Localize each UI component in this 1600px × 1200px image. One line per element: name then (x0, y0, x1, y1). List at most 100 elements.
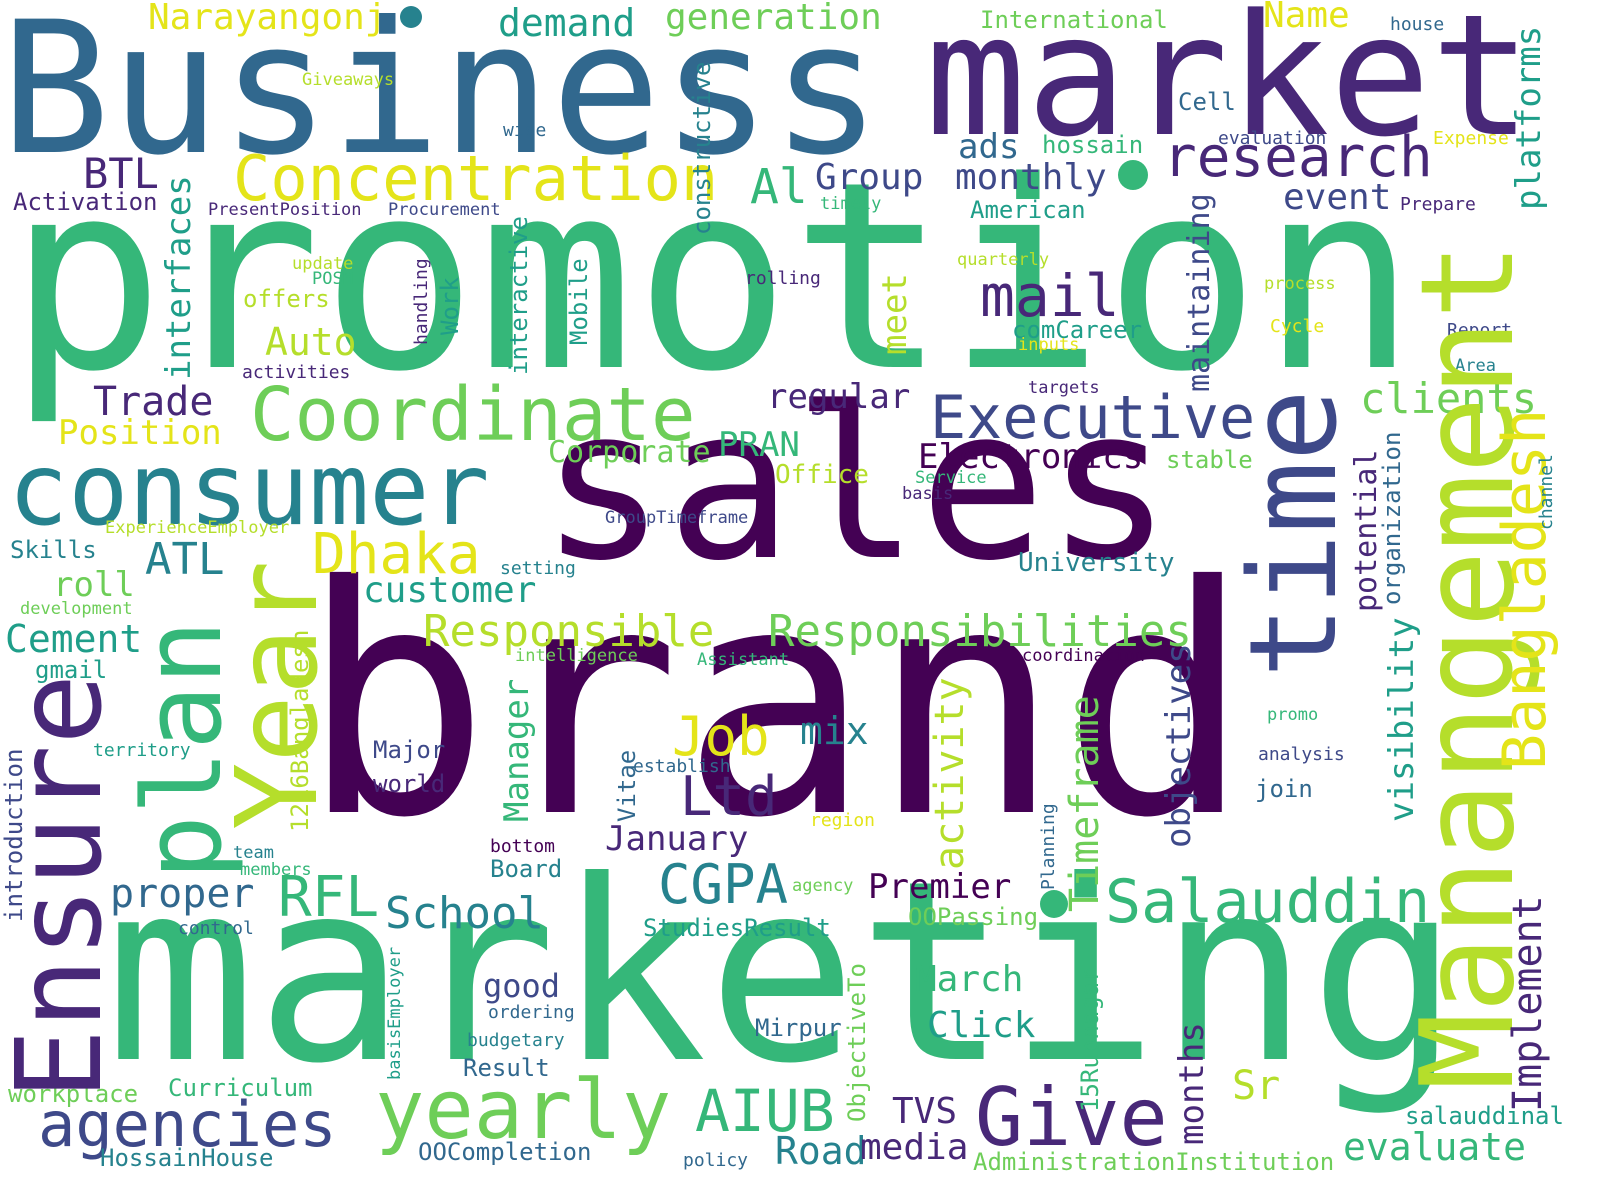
word-experienceemployer: ExperienceEmployer (105, 518, 290, 538)
word-marketing: marketing (105, 827, 1460, 1118)
word-sr: Sr (1232, 1063, 1281, 1109)
word-oocompletion: OOCompletion (418, 1138, 592, 1166)
word-rolling: rolling (745, 268, 821, 289)
word-work: Work (436, 277, 464, 335)
word-proper: proper (110, 871, 255, 917)
word-coordinate: Coordinate (250, 372, 696, 458)
word-clients: clients (1360, 374, 1538, 423)
word-constructive: constructive (688, 61, 716, 235)
word-research: research (1163, 125, 1433, 190)
word-coordination: coordination (1022, 646, 1145, 666)
word-give: Give (975, 1071, 1168, 1164)
word-giveaways: Giveaways (302, 70, 395, 90)
word-premier: Premier (868, 867, 1012, 907)
word-cement: Cement (5, 617, 143, 661)
word-time: time (1225, 389, 1364, 678)
word-inputs: inputs (1018, 335, 1080, 355)
word-board: Board (490, 855, 563, 883)
word-control: control (178, 918, 254, 939)
word-year: Year (213, 560, 343, 830)
word-mirpur: Mirpur (755, 1014, 842, 1042)
word-studiesresult: StudiesResult (643, 914, 831, 942)
word-members: members (240, 860, 312, 880)
word-customer: customer (363, 570, 537, 611)
word-evaluation: evaluation (1218, 128, 1327, 149)
word-setting: setting (500, 558, 576, 579)
word-agency: agency (792, 876, 854, 896)
word-curriculum: Curriculum (168, 1074, 313, 1102)
word-university: University (1018, 548, 1175, 578)
word-procurement: Procurement (388, 200, 501, 220)
word-manager: Manager (497, 678, 537, 822)
dot-mark (400, 6, 422, 28)
word-american: American (970, 196, 1086, 224)
word-job: Job (672, 705, 770, 768)
word-ltd: Ltd (680, 765, 778, 828)
word-interactive: interactive (505, 216, 533, 375)
word-promo: promo (1267, 705, 1319, 725)
word-interfaces: interfaces (159, 175, 199, 380)
word-activity: activity (927, 677, 973, 870)
word-mail: mail (980, 262, 1120, 330)
word-al: Al (750, 159, 808, 215)
word-consumer: consumer (8, 431, 490, 548)
word-update: update (292, 254, 354, 274)
word-presentposition: PresentPosition (208, 200, 362, 220)
word-monthly: monthly (955, 157, 1107, 198)
word-budgetary: budgetary (467, 1030, 565, 1051)
word-salauddin: Salauddin (1105, 867, 1431, 937)
word-event: event (1283, 177, 1392, 218)
word-responsible: Responsible (423, 606, 715, 657)
word-narayangonj: Narayangonj (148, 0, 387, 38)
word-good: good (483, 967, 561, 1005)
word-promotion: promotion (8, 127, 1417, 429)
word-roll: roll (53, 565, 135, 605)
word-school: School (385, 888, 544, 939)
word-click: Click (927, 1005, 1036, 1046)
word-march: March (915, 959, 1024, 1000)
word-salauddinal: salauddinal (1405, 1102, 1564, 1130)
word-analysis: analysis (1258, 744, 1345, 765)
word-policy: policy (683, 1150, 749, 1171)
word-evaluate: evaluate (1343, 1125, 1527, 1169)
word-expense: Expense (1433, 128, 1509, 149)
word-generation: generation (665, 0, 882, 38)
word-aiub: AIUB (695, 1077, 835, 1145)
word-yearly: yearly (375, 1063, 672, 1158)
word-territory: territory (93, 740, 191, 761)
word-quarterly: quarterly (957, 250, 1050, 270)
word-cgpa: CGPA (658, 853, 789, 916)
word-vitae: Vitae (613, 749, 641, 822)
word-timeframe: Timeframe (1062, 695, 1108, 912)
word-group: Group (815, 157, 924, 198)
word-objectiveto: ObjectiveTo (843, 963, 871, 1122)
word-name: Name (1263, 0, 1350, 36)
word-organization: organization (1378, 431, 1406, 605)
word-ordering: ordering (488, 1002, 575, 1023)
word-visibility: visibility (1382, 617, 1422, 822)
word-world: world (373, 770, 446, 798)
word-media: media (860, 1127, 969, 1168)
dot-mark (1118, 160, 1148, 190)
word-mix: mix (800, 709, 869, 753)
word-cell: Cell (1178, 88, 1236, 116)
word-demand: demand (498, 1, 636, 45)
word-january: January (605, 819, 749, 859)
word-pran: PRAN (718, 425, 800, 465)
word-15rupnagar: 15Rupnagar (1076, 967, 1104, 1113)
word-cycle: Cycle (1270, 316, 1325, 337)
word-objectives: objectives (1159, 643, 1199, 848)
word-assistant: Assistant (697, 650, 790, 670)
word-development: development (20, 599, 133, 619)
word-regular: regular (767, 377, 911, 417)
word-posm: POSM (312, 269, 353, 289)
word-corporate: Corporate (548, 435, 711, 470)
word-auto: Auto (265, 320, 357, 364)
word-responsibilities: Responsibilities (768, 606, 1192, 657)
word-grouptimeframe: GroupTimeframe (605, 508, 749, 528)
word-international: International (980, 6, 1168, 34)
word-office: Office (775, 460, 869, 490)
word-mobile: Mobile (565, 258, 593, 345)
word-basis: basis (902, 484, 954, 504)
